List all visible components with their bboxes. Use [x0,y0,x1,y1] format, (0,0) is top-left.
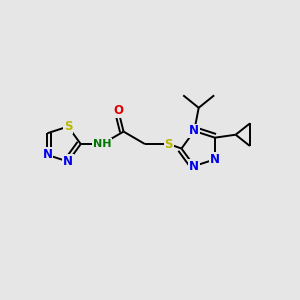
Text: N: N [189,160,199,172]
Text: N: N [210,153,220,166]
Text: O: O [113,104,123,117]
Text: N: N [63,155,73,168]
Text: S: S [164,138,173,151]
Text: N: N [42,148,52,161]
Text: NH: NH [93,139,111,149]
Text: S: S [64,120,72,133]
Text: N: N [189,124,199,137]
